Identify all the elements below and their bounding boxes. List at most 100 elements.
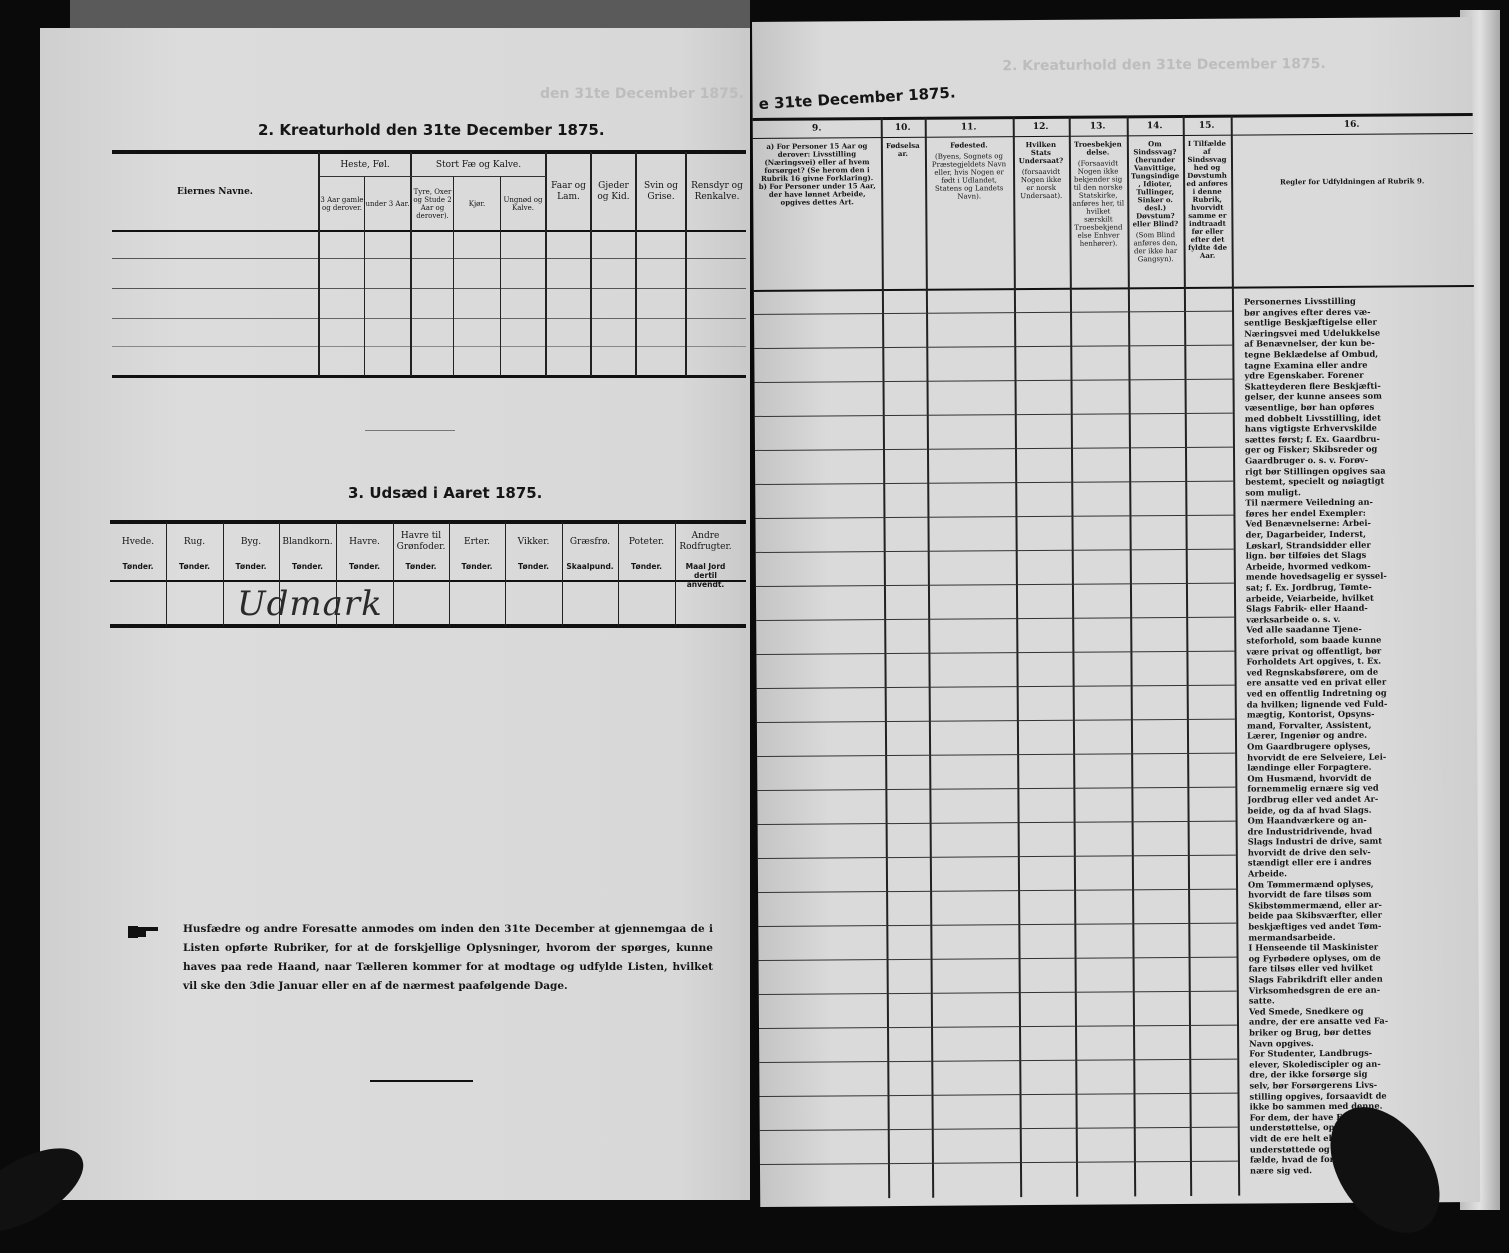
rule xyxy=(112,346,746,347)
crop-column-header: Vikker. xyxy=(517,536,550,547)
crop-column-header: Hvede. xyxy=(121,536,155,547)
column-header-text: Troesbekjendelse. xyxy=(1073,139,1122,157)
col-line xyxy=(449,522,450,626)
crop-column-unit: Tønder. xyxy=(349,562,380,571)
rule xyxy=(112,150,746,154)
crop-column-header: Havre. xyxy=(349,536,380,547)
rule xyxy=(112,288,746,289)
crop-column-header: Græsfrø. xyxy=(569,536,611,547)
col-line xyxy=(364,176,365,376)
column-header: Om Sindssvag? (herunder Vanvittige, Tung… xyxy=(1130,139,1181,284)
col-line xyxy=(675,522,676,626)
goats-header: Gjeder og Kid. xyxy=(597,181,630,202)
rule xyxy=(320,176,546,177)
row-line xyxy=(759,1024,1238,1029)
row-line xyxy=(758,922,1237,927)
col-line xyxy=(562,522,563,626)
col-line xyxy=(500,176,501,376)
rule xyxy=(112,230,746,232)
col-line xyxy=(545,152,547,376)
pigs-header: Svin og Grise. xyxy=(644,181,678,202)
column-header: Fødested. (Byens, Sognets og Præstegjelde… xyxy=(928,140,1011,286)
column-header: Troesbekjendelse. (Forsaavidt Nogen ikke … xyxy=(1072,139,1125,284)
row-line xyxy=(757,854,1236,859)
column-header: a) For Personer 15 Aar og derover: Livss… xyxy=(756,141,879,287)
notice-text: Husfædre og andre Foresatte anmodes om i… xyxy=(183,923,713,992)
cattle-sub-header: Kjør. xyxy=(468,200,486,208)
row-line xyxy=(754,344,1233,349)
col-line xyxy=(590,152,592,376)
row-line xyxy=(757,820,1236,825)
rule xyxy=(110,580,746,582)
crop-column-unit: Maal Jord dertil anvendt. xyxy=(685,562,726,589)
crop-column-unit: Tønder. xyxy=(461,562,493,571)
row-line xyxy=(759,1092,1238,1097)
crop-column-header: Byg. xyxy=(240,536,262,547)
row-line xyxy=(756,684,1235,689)
column-header: Regler for Udfyldningen af Rubrik 9. xyxy=(1234,176,1470,239)
crop-column-unit: Tønder. xyxy=(292,562,323,571)
row-line xyxy=(755,582,1234,587)
column-header-text: I Tilfælde af Sindssvaghed og Døvstumhed… xyxy=(1186,138,1228,260)
cattle-sub-header: Ungnød og Kalve. xyxy=(503,196,543,212)
row-line xyxy=(757,786,1236,791)
handwritten-entry: Udmark xyxy=(237,584,383,624)
col-line xyxy=(166,522,167,626)
row-line xyxy=(759,1126,1238,1131)
right-page: 2. Kreaturhold den 31te December 1875. e… xyxy=(752,16,1481,1207)
sheep-header: Faar og Lam. xyxy=(551,181,586,202)
section3-title: 3. Udsæd i Aaret 1875. xyxy=(348,484,543,502)
crop-column-header: Erter. xyxy=(464,536,490,547)
rule xyxy=(112,258,746,259)
column-header-text: Fødselsaar. xyxy=(885,140,920,158)
divider xyxy=(370,1080,473,1082)
rule xyxy=(110,520,746,524)
crop-column-header: Havre til Grønfoder. xyxy=(396,531,446,552)
row-line xyxy=(756,650,1235,655)
row-line xyxy=(758,990,1237,995)
column-number: 14. xyxy=(1146,120,1163,131)
rules-text: Personernes Livsstilling bør angives efte… xyxy=(1244,295,1480,1176)
crop-column-header: Andre Rodfrugter. xyxy=(679,531,732,552)
row-line xyxy=(754,378,1233,383)
left-page: den 31te December 1875. 2. Kreaturhold d… xyxy=(40,28,750,1200)
row-line xyxy=(755,514,1234,519)
row-line xyxy=(759,1160,1238,1165)
column-number: 16. xyxy=(1343,119,1360,130)
column-header-text: Regler for Udfyldningen af Rubrik 9. xyxy=(1279,176,1425,187)
column-header: I Tilfælde af Sindssvaghed og Døvstumhed… xyxy=(1186,138,1229,284)
row-line xyxy=(757,752,1236,757)
crop-column-header: Poteter. xyxy=(628,536,665,547)
column-number: 15. xyxy=(1198,120,1215,131)
cattle-header: Stort Fæ og Kalve. xyxy=(435,159,522,170)
col-line xyxy=(279,522,280,626)
horse-sub-header: 3 Aar gamle og derover. xyxy=(320,196,364,212)
col-line xyxy=(410,152,412,376)
crop-column-header: Rug. xyxy=(183,536,206,547)
row-line xyxy=(754,412,1233,417)
column-note: (Byens, Sognets og Præstegjeldets Navn e… xyxy=(931,152,1007,201)
horse-header: Heste, Føl. xyxy=(340,159,390,170)
crop-column-unit: Tønder. xyxy=(631,562,662,571)
col-line xyxy=(336,522,337,626)
bleed-through-text: 2. Kreaturhold den 31te December 1875. xyxy=(1002,55,1326,75)
crop-column-unit: Tønder. xyxy=(122,562,154,571)
col-line xyxy=(685,152,687,376)
right-page-heading: e 31te December 1875. xyxy=(758,83,957,114)
column-number: 11. xyxy=(960,121,977,133)
row-line xyxy=(758,956,1237,961)
column-header: Hvilken Stats Undersaat? (forsaavidt Noge… xyxy=(1016,140,1067,285)
row-line xyxy=(754,446,1233,451)
column-header-text: Om Sindssvag? (herunder Vanvittige, Tung… xyxy=(1130,139,1180,229)
column-note: (Forsaavidt Nogen ikke bekjender sig til… xyxy=(1072,159,1125,248)
col-line xyxy=(223,522,224,626)
crop-column-header: Blandkorn. xyxy=(282,536,333,547)
col-line xyxy=(453,176,454,376)
right-columns: 9. a) For Personer 15 Aar og derover: Liv… xyxy=(752,17,1472,1199)
col-line xyxy=(618,522,619,626)
crop-column-unit: Skaalpund. xyxy=(566,562,614,571)
col-line xyxy=(1230,115,1241,1196)
rule xyxy=(112,375,746,378)
crop-column-unit: Tønder. xyxy=(518,562,549,571)
rule xyxy=(110,624,746,628)
